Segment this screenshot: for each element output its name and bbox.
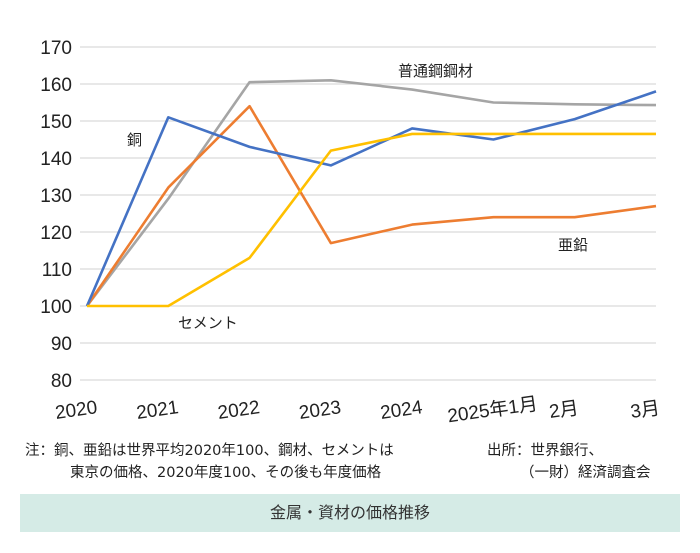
line-chart: 80 90 100 110 120 130 140 150 160 170 2020 2021 2022… [40, 38, 661, 427]
source-line-1: 出所：世界銀行、 [487, 443, 603, 459]
x-tick-label: 2024 [379, 397, 424, 424]
x-tick-label: 2月 [548, 398, 580, 423]
series-label: 銅 [127, 131, 142, 149]
x-tick-label: 3月 [629, 398, 661, 423]
series-line-0 [85, 90, 657, 307]
y-tick-label: 100 [40, 297, 72, 318]
x-tick-label: 2021 [135, 397, 180, 424]
x-tick-label: 2022 [216, 397, 261, 424]
series-line-1 [85, 104, 657, 307]
y-tick-label: 80 [51, 371, 72, 392]
note-line-2: 東京の価格、2020年度100、その後も年度価格 [70, 465, 382, 481]
series-line-2 [85, 79, 657, 307]
series-line-3 [87, 132, 656, 308]
y-tick-label: 130 [40, 186, 72, 207]
chart-caption: 金属・資材の価格推移 [20, 494, 680, 532]
y-tick-label: 110 [42, 260, 72, 281]
series-label: 普通鋼鋼材 [398, 62, 473, 80]
x-tick-label: 2025年1月 [446, 393, 539, 427]
x-tick-label: 2023 [298, 397, 343, 424]
series-label: 亜鉛 [558, 236, 588, 254]
note-line-1: 注：銅、亜鉛は世界平均2020年100、鋼材、セメントは [25, 443, 394, 459]
y-tick-label: 160 [40, 75, 72, 96]
y-tick-label: 90 [51, 334, 72, 355]
source-line-2: （一財）経済調査会 [520, 465, 651, 481]
y-tick-label: 150 [40, 112, 72, 133]
y-tick-label: 170 [40, 38, 72, 59]
y-tick-label: 140 [40, 149, 72, 170]
series-label: セメント [178, 314, 238, 332]
y-tick-label: 120 [40, 223, 72, 244]
x-tick-label: 2020 [54, 397, 99, 424]
